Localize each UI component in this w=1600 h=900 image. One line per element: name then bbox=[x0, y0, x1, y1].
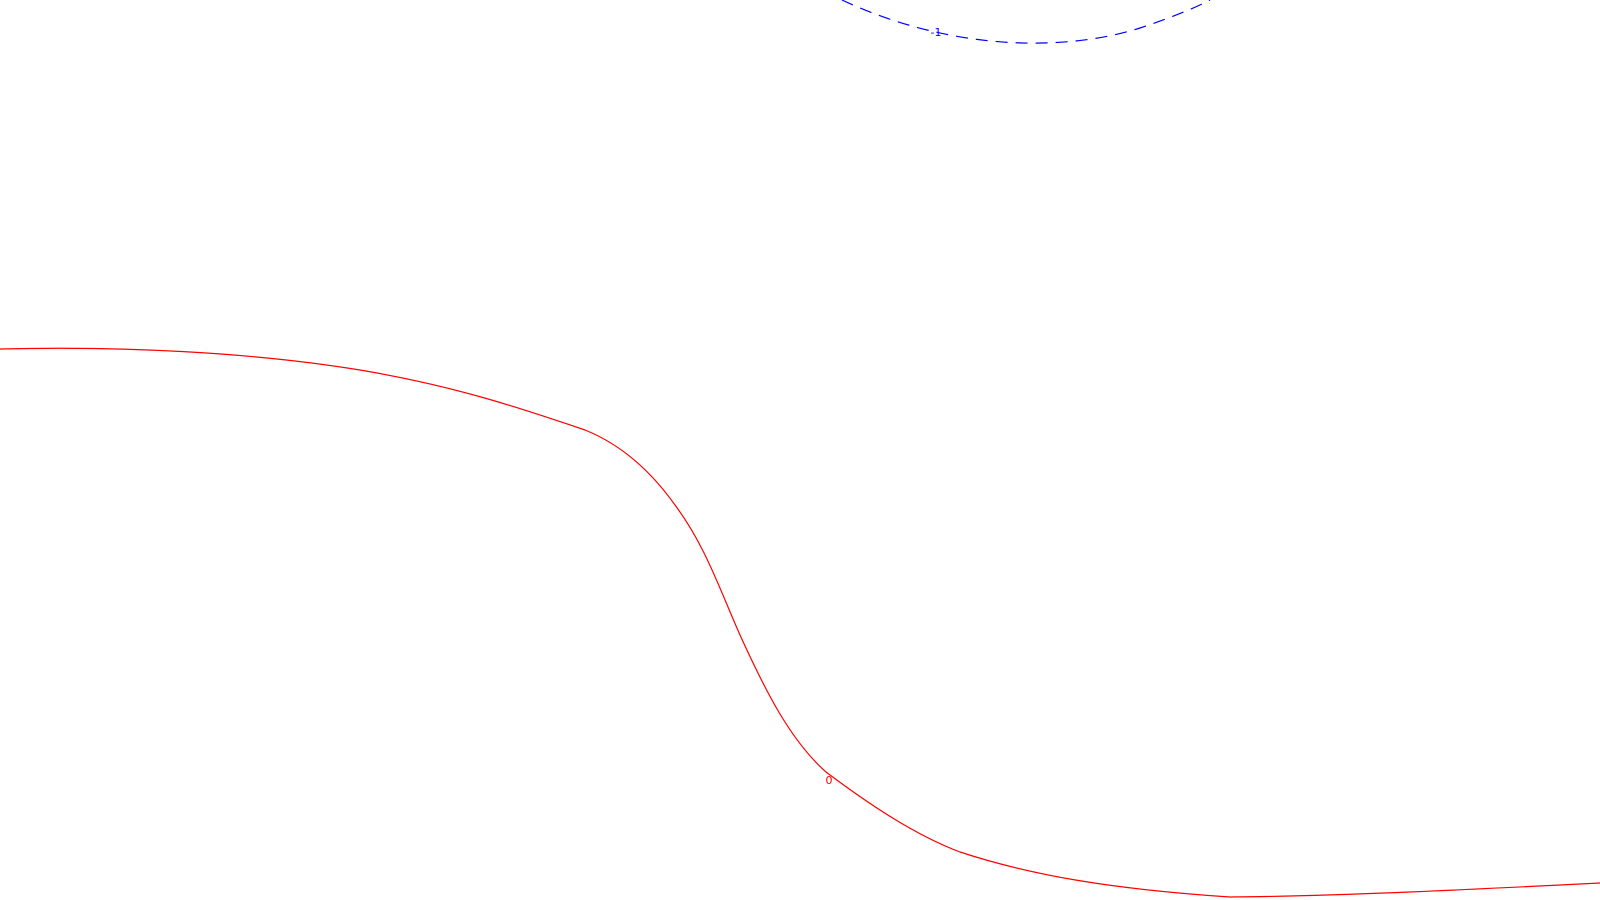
contour-label-negative-one: -1 bbox=[931, 26, 942, 39]
contour-label-zero: 0 bbox=[826, 774, 833, 787]
contour-line-zero bbox=[0, 347, 1600, 898]
contour-line-negative-one bbox=[841, 0, 1211, 44]
